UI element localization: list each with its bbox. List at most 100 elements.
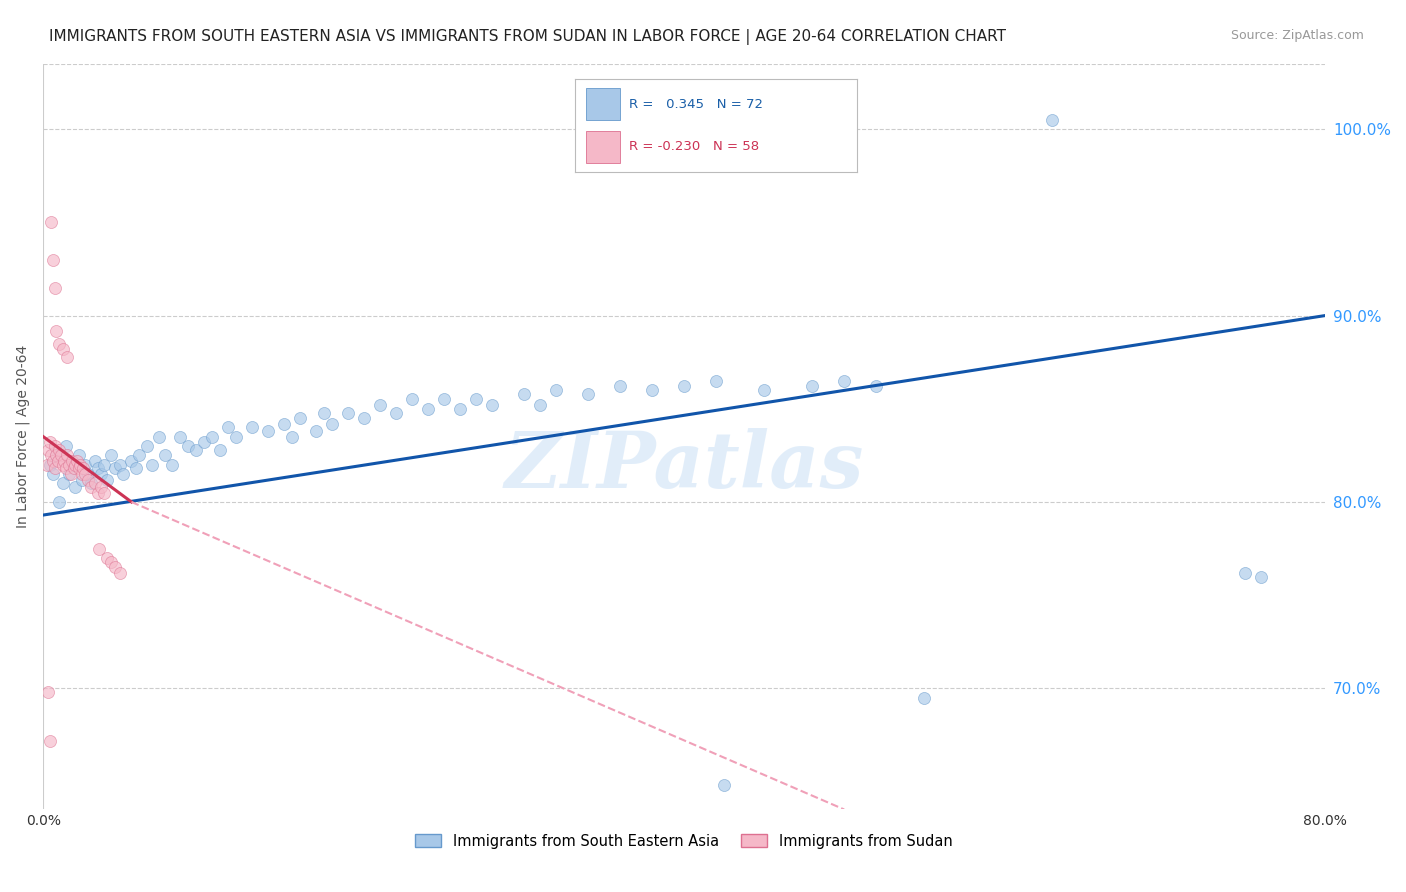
Point: [169, 430, 191, 444]
Point: [96, 550, 118, 565]
Point: [53, 454, 76, 468]
Point: [801, 379, 824, 393]
Point: [401, 392, 423, 407]
Point: [42, 467, 65, 481]
Point: [256, 424, 278, 438]
Point: [433, 392, 456, 407]
Point: [73, 467, 96, 481]
Point: [90, 480, 112, 494]
Point: [529, 398, 551, 412]
Point: [77, 473, 100, 487]
Point: [321, 417, 343, 431]
Point: [544, 383, 567, 397]
Point: [305, 424, 328, 438]
Point: [125, 461, 148, 475]
Point: [45, 449, 67, 463]
Point: [353, 411, 375, 425]
Point: [58, 467, 80, 481]
Point: [225, 430, 247, 444]
Point: [55, 461, 77, 475]
Point: [200, 430, 222, 444]
Point: [65, 458, 87, 472]
Point: [752, 383, 775, 397]
Point: [609, 379, 631, 393]
Point: [55, 439, 77, 453]
Point: [193, 435, 215, 450]
Point: [70, 473, 93, 487]
Point: [60, 454, 83, 468]
Text: Source: ZipAtlas.com: Source: ZipAtlas.com: [1230, 29, 1364, 42]
Point: [48, 442, 70, 457]
Point: [48, 495, 70, 509]
Point: [673, 379, 696, 393]
Point: [93, 458, 115, 472]
Point: [42, 252, 65, 267]
Point: [184, 442, 207, 457]
Point: [104, 461, 127, 475]
Point: [44, 281, 66, 295]
Point: [49, 449, 72, 463]
Point: [704, 374, 727, 388]
Point: [464, 392, 486, 407]
Point: [641, 383, 664, 397]
Point: [45, 324, 67, 338]
Point: [1233, 566, 1256, 580]
Point: [96, 473, 118, 487]
Point: [46, 454, 69, 468]
Legend: Immigrants from South Eastern Asia, Immigrants from Sudan: Immigrants from South Eastern Asia, Immi…: [409, 828, 959, 855]
Point: [65, 480, 87, 494]
Point: [713, 778, 735, 792]
Point: [481, 398, 503, 412]
Point: [42, 454, 65, 468]
Point: [52, 342, 75, 356]
Point: [41, 449, 63, 463]
Point: [121, 454, 143, 468]
Point: [176, 439, 198, 453]
Point: [865, 379, 887, 393]
Point: [336, 405, 359, 419]
Point: [38, 435, 60, 450]
Point: [72, 461, 94, 475]
Point: [83, 476, 105, 491]
Point: [59, 467, 82, 481]
Point: [37, 685, 59, 699]
Point: [100, 449, 122, 463]
Text: ZIPatlas: ZIPatlas: [505, 428, 863, 505]
Point: [153, 449, 176, 463]
Point: [416, 401, 439, 416]
Point: [52, 476, 75, 491]
Point: [110, 566, 132, 580]
Point: [160, 458, 183, 472]
Point: [208, 442, 231, 457]
Point: [312, 405, 335, 419]
Point: [87, 485, 110, 500]
Text: IMMIGRANTS FROM SOUTH EASTERN ASIA VS IMMIGRANTS FROM SUDAN IN LABOR FORCE | AGE: IMMIGRANTS FROM SOUTH EASTERN ASIA VS IM…: [49, 29, 1007, 45]
Point: [384, 405, 406, 419]
Point: [288, 411, 311, 425]
Point: [89, 541, 111, 556]
Point: [52, 458, 75, 472]
Point: [112, 467, 135, 481]
Point: [48, 336, 70, 351]
Point: [240, 420, 263, 434]
Point: [38, 458, 60, 472]
Point: [58, 458, 80, 472]
Point: [83, 454, 105, 468]
Point: [1042, 112, 1064, 127]
Point: [217, 420, 239, 434]
Point: [80, 476, 103, 491]
Point: [38, 733, 60, 747]
Point: [128, 449, 150, 463]
Point: [90, 467, 112, 481]
Point: [41, 215, 63, 229]
Point: [368, 398, 391, 412]
Point: [1250, 569, 1272, 583]
Point: [273, 417, 295, 431]
Point: [104, 560, 127, 574]
Y-axis label: In Labor Force | Age 20-64: In Labor Force | Age 20-64: [15, 345, 30, 528]
Point: [56, 449, 79, 463]
Point: [80, 480, 103, 494]
Point: [87, 461, 110, 475]
Point: [100, 555, 122, 569]
Point: [45, 449, 67, 463]
